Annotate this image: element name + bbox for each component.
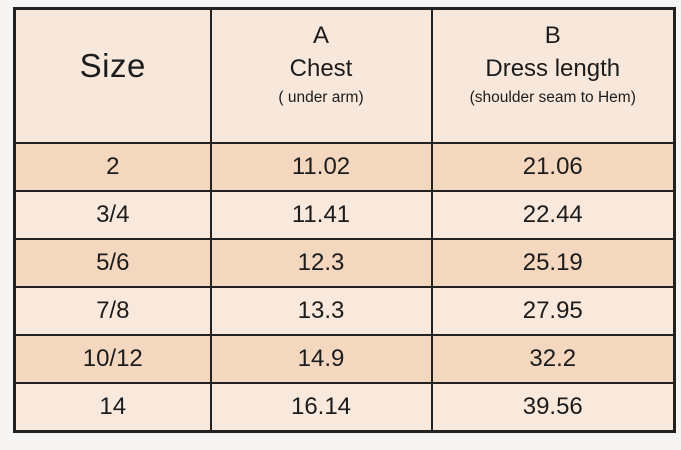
header-cell-dress-length: B Dress length (shoulder seam to Hem): [430, 7, 676, 144]
dress-length-cell: 22.44: [430, 189, 676, 240]
chest-cell: 11.02: [209, 142, 433, 192]
table-row: 14 16.14 39.56: [13, 381, 676, 433]
chest-column-title: Chest: [289, 55, 353, 82]
table-header: Size A Chest ( under arm) B Dress length…: [13, 7, 676, 144]
size-cell: 7/8: [13, 285, 212, 336]
size-cell: 14: [13, 381, 212, 433]
size-cell: 3/4: [13, 189, 212, 240]
dress-length-cell: 27.95: [430, 285, 676, 336]
header-cell-chest: A Chest ( under arm): [209, 7, 433, 144]
table-row: 7/8 13.3 27.95: [13, 285, 676, 336]
chest-cell: 13.3: [209, 285, 433, 336]
header-cell-size: Size: [13, 7, 212, 144]
chest-cell: 16.14: [209, 381, 433, 433]
dress-column-subtitle: (shoulder seam to Hem): [469, 89, 636, 106]
dress-column-letter: B: [544, 22, 561, 49]
dress-column-title: Dress length: [485, 55, 621, 82]
size-column-title: Size: [79, 47, 146, 84]
table-row: 2 11.02 21.06: [13, 142, 676, 192]
chest-column-subtitle: ( under arm): [278, 89, 364, 106]
chest-cell: 11.41: [209, 189, 433, 240]
chest-column-letter: A: [312, 22, 329, 49]
size-cell: 2: [13, 142, 212, 192]
table-row: 3/4 11.41 22.44: [13, 189, 676, 240]
header-row: Size A Chest ( under arm) B Dress length…: [13, 7, 676, 144]
table-row: 10/12 14.9 32.2: [13, 333, 676, 384]
dress-length-cell: 21.06: [430, 142, 676, 192]
table-row: 5/6 12.3 25.19: [13, 237, 676, 288]
table-body: 2 11.02 21.06 3/4 11.41 22.44 5/6 12.3 2…: [13, 142, 676, 433]
chest-cell: 14.9: [209, 333, 433, 384]
dress-length-cell: 39.56: [430, 381, 676, 433]
dress-length-cell: 25.19: [430, 237, 676, 288]
size-cell: 5/6: [13, 237, 212, 288]
chest-cell: 12.3: [209, 237, 433, 288]
size-chart-table: Size A Chest ( under arm) B Dress length…: [13, 7, 676, 433]
dress-length-cell: 32.2: [430, 333, 676, 384]
size-cell: 10/12: [13, 333, 212, 384]
